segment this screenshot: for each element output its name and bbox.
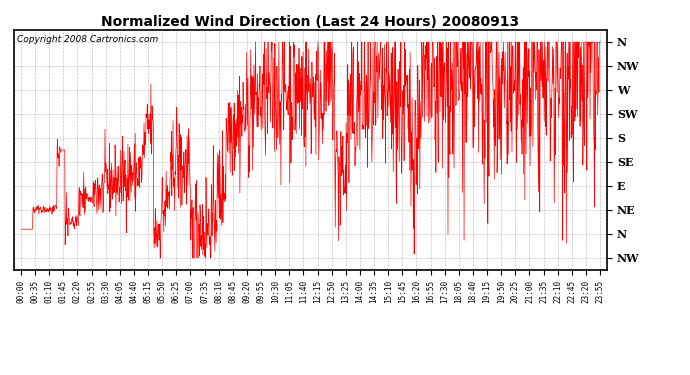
Text: Copyright 2008 Cartronics.com: Copyright 2008 Cartronics.com	[17, 35, 158, 44]
Title: Normalized Wind Direction (Last 24 Hours) 20080913: Normalized Wind Direction (Last 24 Hours…	[101, 15, 520, 29]
